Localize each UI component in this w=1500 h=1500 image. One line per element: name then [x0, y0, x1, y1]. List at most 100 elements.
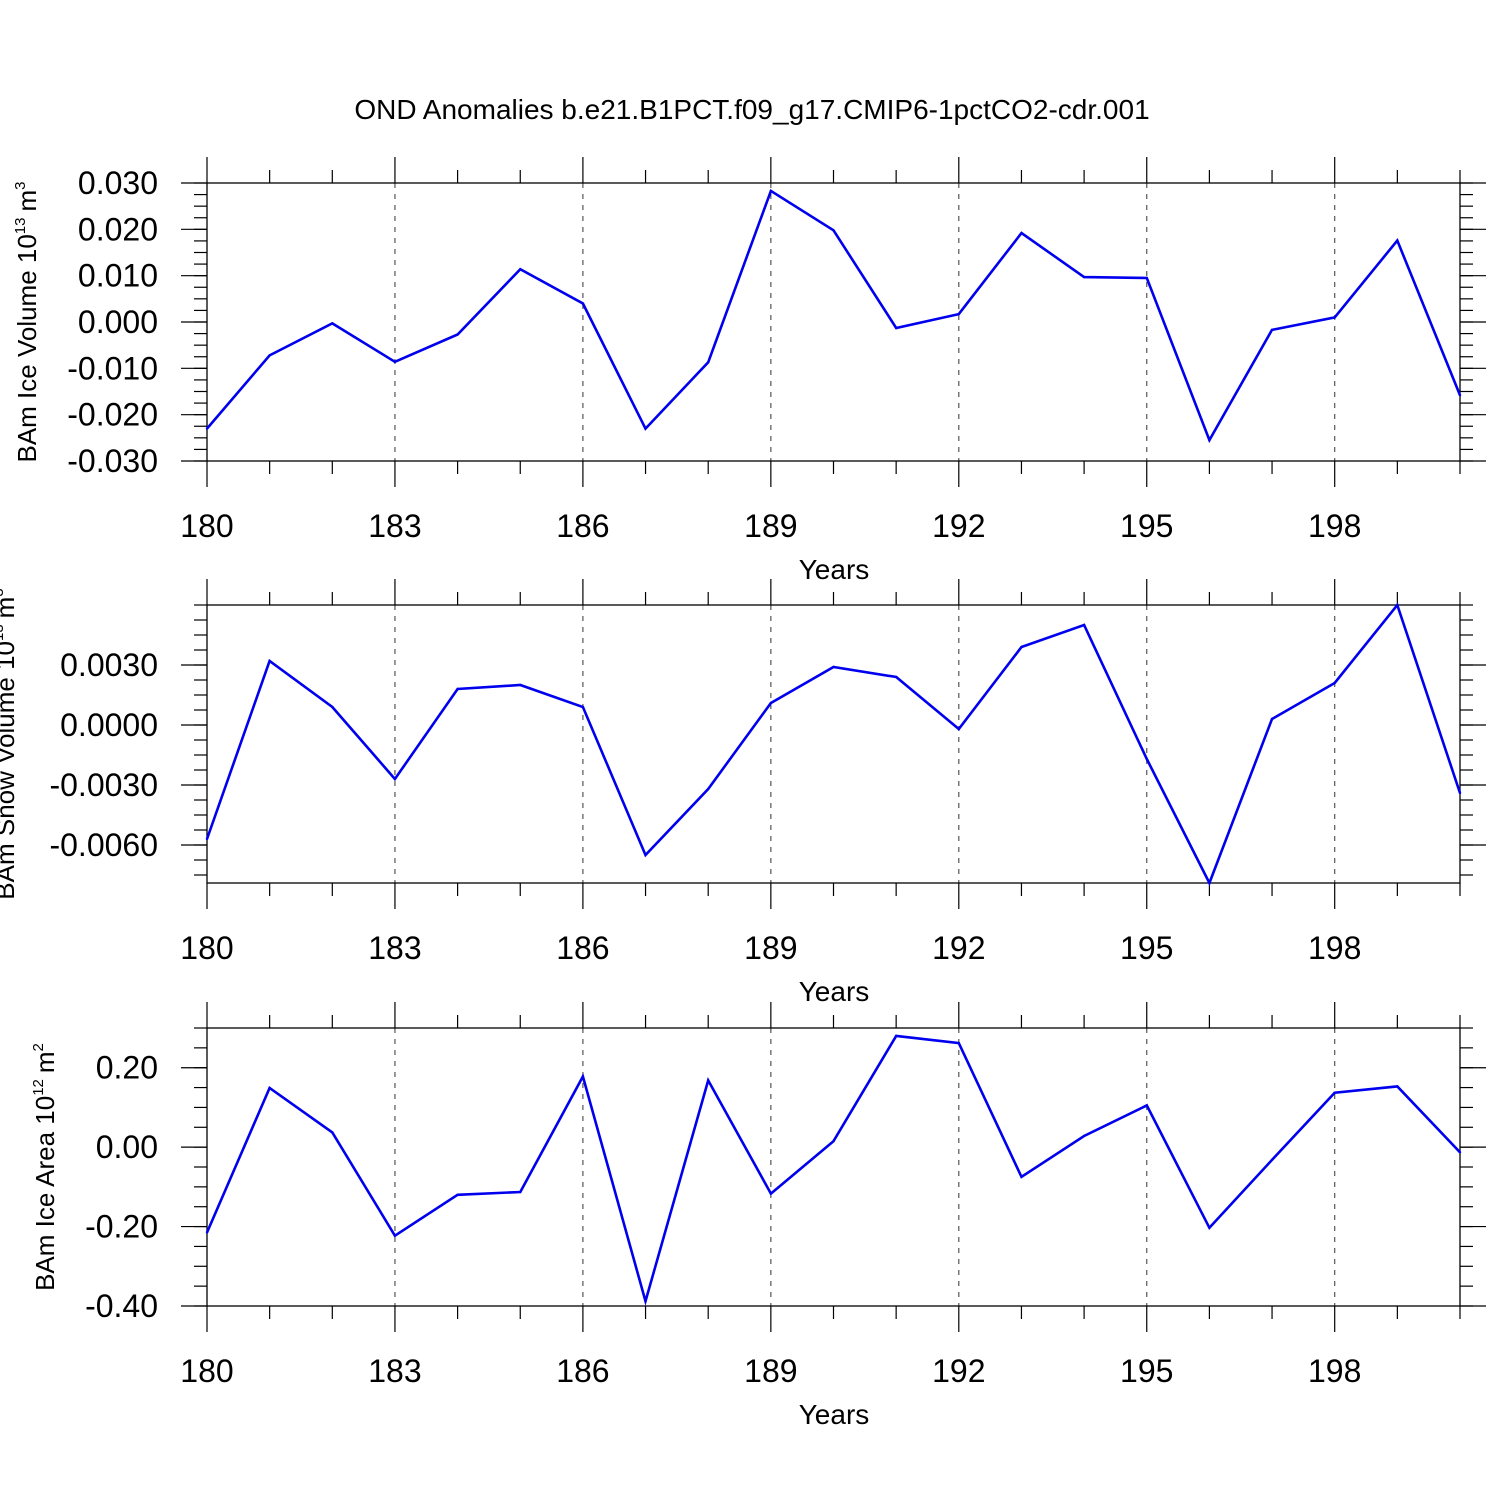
- y-tick-label: 0.20: [96, 1050, 158, 1086]
- plot-frame: [206, 604, 1461, 884]
- data-point: [769, 1192, 773, 1195]
- data-point: [707, 787, 710, 791]
- data-point: [205, 427, 209, 430]
- data-point: [895, 1034, 898, 1038]
- data-point: [519, 1190, 522, 1194]
- data-point: [1145, 757, 1149, 761]
- panels: 0.030 0.020 0.010 0.000 -0.010 -0.020 -0.030 18…: [0, 157, 1486, 1430]
- data-point: [205, 837, 209, 841]
- y-axis-label-unit-exponent: 2: [30, 1043, 47, 1051]
- data-point: [707, 361, 710, 364]
- data-point: [331, 705, 334, 709]
- y-axis-label-exponent: 12: [30, 1079, 47, 1096]
- data-point: [895, 326, 898, 330]
- data-point: [1020, 1175, 1023, 1179]
- data-point: [268, 1086, 271, 1090]
- data-point: [393, 360, 397, 363]
- x-tick-label: 186: [556, 508, 609, 544]
- data-point: [519, 268, 522, 271]
- data-point: [1020, 231, 1023, 235]
- data-point: [832, 665, 835, 669]
- data-point: [1082, 275, 1086, 279]
- y-axis-label-unit: m: [30, 1051, 60, 1073]
- data-point: [895, 675, 898, 679]
- x-tick-label: 189: [744, 1353, 797, 1389]
- data-point: [644, 1300, 647, 1303]
- data-point: [1145, 1104, 1149, 1107]
- data-point: [1208, 881, 1211, 885]
- data-point: [1333, 316, 1336, 319]
- data-point: [832, 1140, 835, 1143]
- y-tick-label: -0.010: [67, 350, 158, 386]
- y-tick-label: 0.00: [96, 1129, 158, 1165]
- y-axis-label-unit-exponent: 3: [0, 588, 7, 596]
- y-axis-label-exponent: 13: [12, 217, 29, 234]
- y-tick-label: 0.010: [78, 258, 158, 294]
- y-tick-label: -0.030: [67, 443, 158, 479]
- data-point: [832, 229, 835, 232]
- data-point: [331, 322, 334, 325]
- y-axis-label-text: BAm Snow Volume 10: [0, 641, 20, 900]
- x-tick-label: 183: [368, 930, 421, 966]
- chart-title: OND Anomalies b.e21.B1PCT.f09_g17.CMIP6-…: [354, 94, 1149, 125]
- panel-1: 0.030 0.020 0.010 0.000 -0.010 -0.020 -0.030 18…: [12, 157, 1486, 585]
- x-tick-label: 186: [556, 930, 609, 966]
- y-tick-label: 0.030: [78, 165, 158, 201]
- data-point: [1082, 1134, 1086, 1138]
- data-point: [393, 777, 397, 781]
- y-tick-label: 0.020: [78, 211, 158, 247]
- data-point: [1082, 623, 1086, 627]
- y-axis-label-unit: m: [12, 190, 42, 212]
- data-point: [1333, 681, 1336, 685]
- x-tick-label: 195: [1120, 1353, 1173, 1389]
- data-point: [769, 701, 773, 705]
- panel-2: 0.0030 0.0000 -0.0030 -0.0060 180 183 186 189 19…: [0, 579, 1486, 1007]
- x-tick-label: 198: [1308, 930, 1361, 966]
- x-tick-label: 183: [368, 508, 421, 544]
- data-point: [1270, 328, 1274, 332]
- x-axis-label: Years: [799, 1399, 870, 1430]
- x-tick-label: 195: [1120, 930, 1173, 966]
- y-tick-label: -0.020: [67, 397, 158, 433]
- data-point: [1270, 1158, 1274, 1162]
- x-tick-label: 192: [932, 930, 985, 966]
- x-axis-label: Years: [799, 976, 870, 1007]
- y-axis-label-unit: m: [0, 597, 20, 619]
- y-axis-label-unit-exponent: 3: [12, 181, 29, 189]
- data-point: [1145, 276, 1149, 280]
- x-tick-label: 192: [932, 1353, 985, 1389]
- x-tick-label: 180: [180, 930, 233, 966]
- data-point: [1458, 1151, 1462, 1154]
- data-point: [1270, 717, 1274, 721]
- data-point: [205, 1231, 209, 1234]
- data-point: [268, 354, 271, 357]
- y-tick-label: 0.0030: [60, 647, 158, 683]
- data-point: [957, 727, 960, 731]
- x-tick-label: 183: [368, 1353, 421, 1389]
- data-point: [581, 302, 585, 305]
- data-point: [456, 687, 459, 691]
- data-point: [1333, 1091, 1336, 1094]
- x-tick-label: 180: [180, 508, 233, 544]
- data-point: [769, 189, 773, 193]
- data-point: [957, 312, 960, 316]
- x-tick-label: 195: [1120, 508, 1173, 544]
- data-point: [1020, 645, 1023, 649]
- data-point: [1396, 603, 1399, 607]
- data-point: [456, 1193, 459, 1197]
- y-tick-label: -0.0030: [49, 767, 158, 803]
- data-point: [644, 853, 647, 857]
- x-tick-label: 189: [744, 508, 797, 544]
- data-point: [581, 1075, 585, 1078]
- x-axis-label: Years: [799, 554, 870, 585]
- plot-frame: [206, 182, 1461, 462]
- data-point: [707, 1079, 710, 1082]
- y-axis-label-exponent: 13: [0, 624, 7, 641]
- data-point: [1458, 394, 1462, 397]
- data-point: [393, 1234, 397, 1237]
- plot-frame: [206, 1027, 1461, 1307]
- y-tick-label: -0.0060: [49, 827, 158, 863]
- data-point: [1208, 1226, 1211, 1230]
- y-axis-label: BAm Snow Volume 1013 m3: [0, 588, 20, 899]
